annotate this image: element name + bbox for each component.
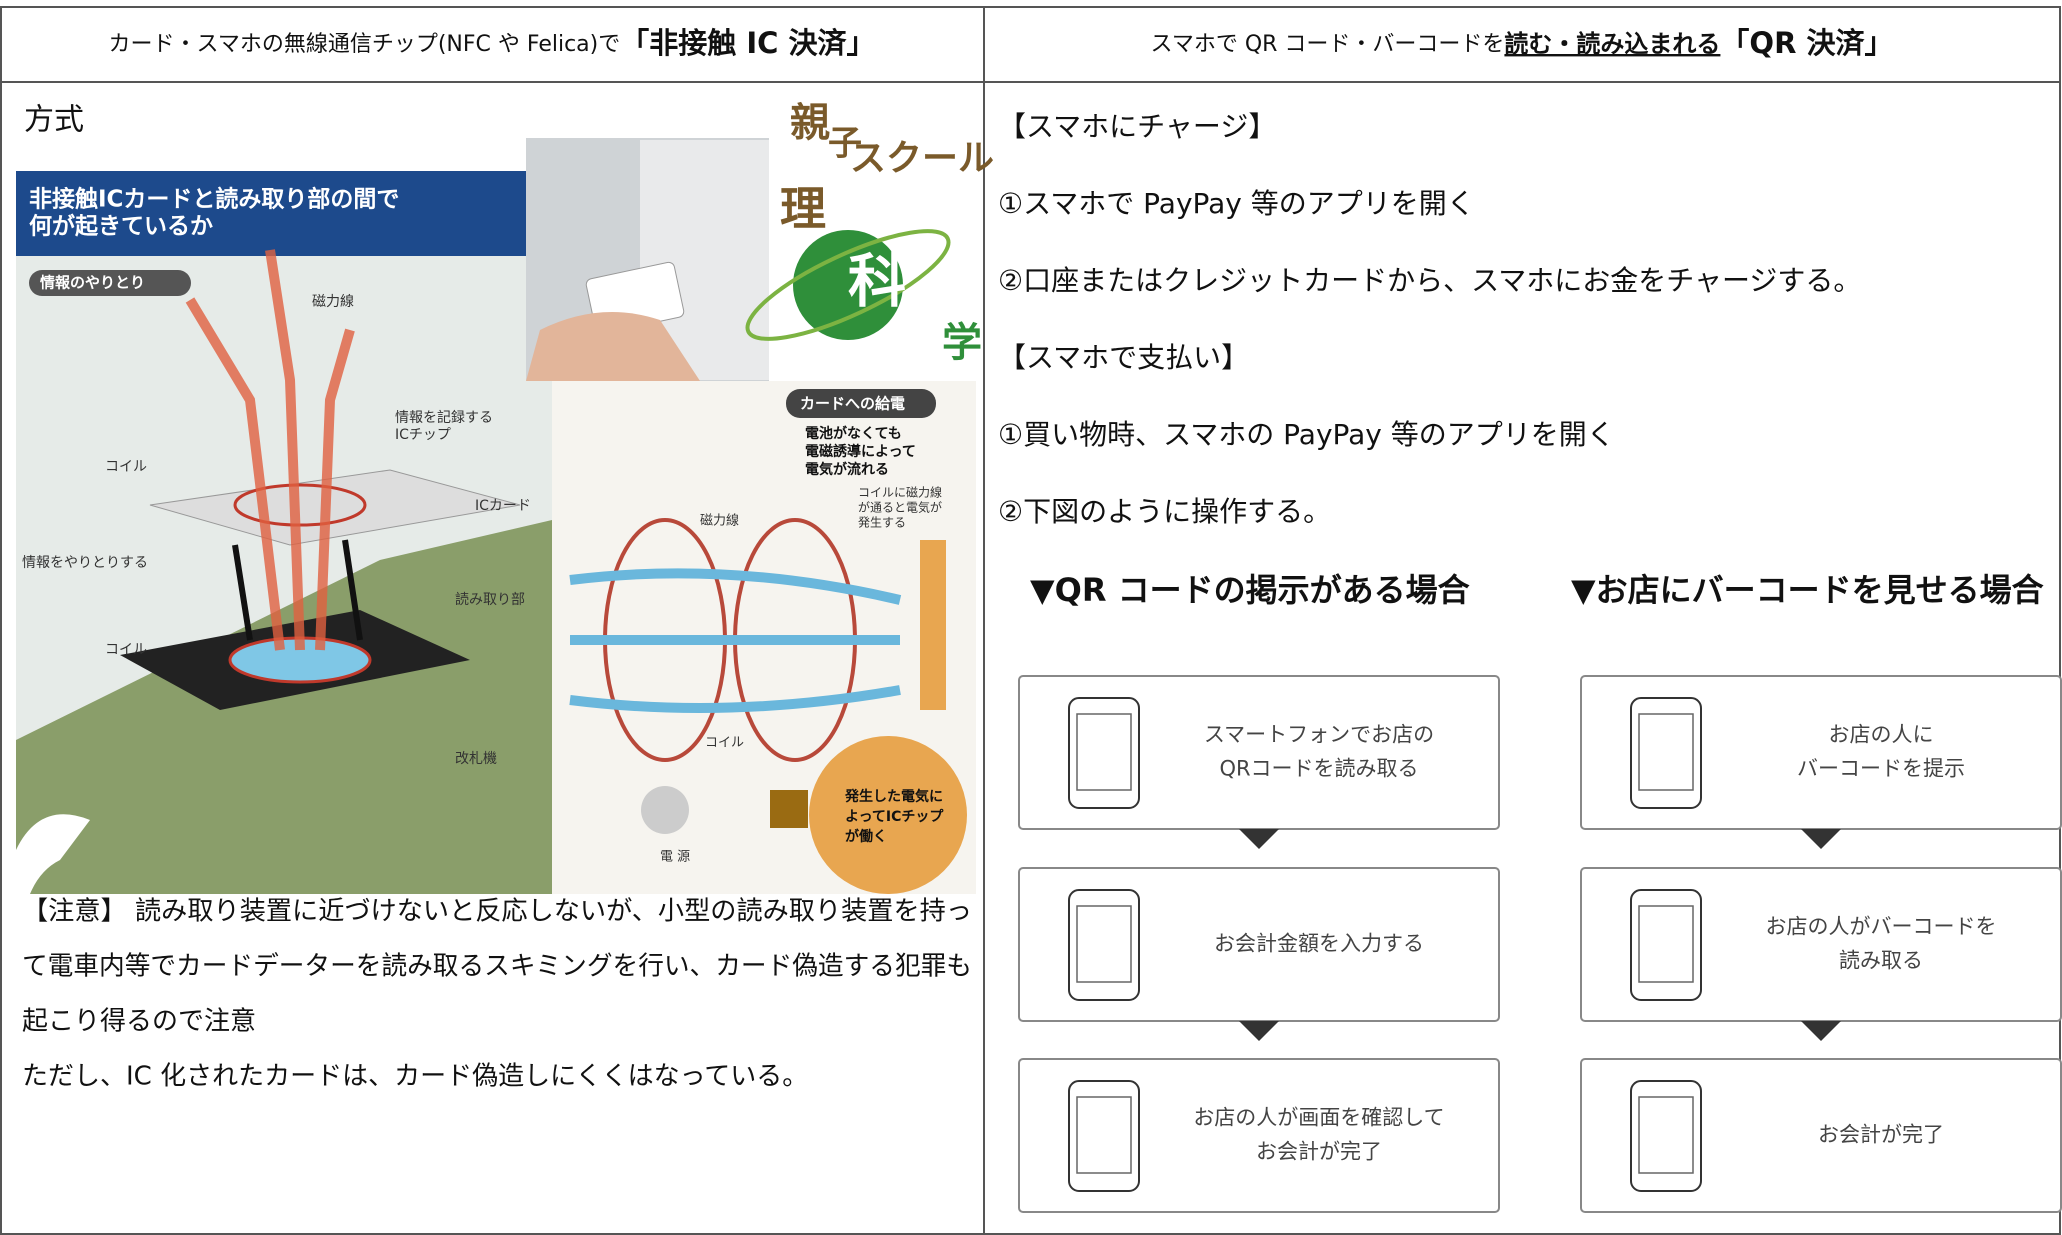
illustration-label: 電気が流れる: [805, 461, 889, 478]
panel-title: 非接触ICカードと読み取り部の間で: [29, 186, 399, 213]
gate-floor: [16, 520, 552, 894]
logo-circle: [793, 230, 903, 340]
illustration-label: カードへの給電: [800, 395, 905, 413]
ic-chip: [770, 790, 808, 828]
step-text: 読み取る: [1839, 949, 1923, 973]
illustration-label: 電 源: [660, 850, 690, 865]
header-text: スマホで QR コード・バーコードを: [1150, 32, 1504, 57]
illustration-label: コイルに磁力線: [858, 485, 942, 500]
note-line: 起こり得るので注意: [22, 1007, 256, 1037]
flow-title: ▼お店にバーコードを見せる場合: [1571, 571, 2044, 609]
title-panel: [16, 171, 526, 256]
section-heading: 方式: [24, 103, 84, 138]
header-right: スマホで QR コード・バーコードを読む・読み込まれる「QR 決済」: [1150, 26, 1893, 60]
power-pill: [786, 389, 936, 418]
ic-card: [149, 469, 521, 546]
illustration-label: 発生する: [858, 516, 906, 530]
illustration-label: 情報をやりとりする: [22, 555, 148, 571]
photo-hand: [526, 312, 700, 381]
illustration-label: 読み取り部: [455, 591, 525, 608]
illustration: [16, 138, 976, 894]
illustration-label: が通ると電気が: [858, 500, 942, 515]
header-emphasis: 「QR 決済」: [1720, 26, 1893, 60]
output-circle: [809, 736, 967, 894]
illustration-label: ICチップ: [395, 427, 451, 443]
step-text: お会計が完了: [1818, 1123, 1944, 1147]
step-arrow: [1239, 1021, 1279, 1041]
table-border: [0, 6, 2061, 1235]
header-text: カード・スマホの無線通信チップ(NFC や Felica)で: [108, 32, 620, 57]
step-icon-screen: [1638, 1096, 1694, 1174]
step-icon: [1630, 697, 1702, 809]
step-text: お店の人に: [1829, 723, 1934, 747]
header-left: カード・スマホの無線通信チップ(NFC や Felica)で「非接触 IC 決済…: [108, 26, 875, 60]
logo-text: 親: [790, 100, 830, 146]
illustration-label: 電池がなくても: [805, 425, 902, 442]
illustration-label: 改札機: [455, 751, 497, 767]
step-icon-screen: [1076, 1096, 1132, 1174]
instruction-line: ①買い物時、スマホの PayPay 等のアプリを開く: [998, 418, 1615, 451]
step-icon: [1068, 697, 1140, 809]
logo-text: 科: [848, 247, 906, 315]
header-emphasis: 「非接触 IC 決済」: [620, 26, 875, 60]
step-text: スマートフォンでお店の: [1204, 723, 1434, 747]
current-arrow: [920, 540, 946, 710]
instruction-line: ②下図のように操作する。: [998, 495, 1331, 528]
flux-arrows: [569, 568, 902, 713]
gate-curve: [16, 814, 90, 894]
logo-ring: [745, 229, 951, 341]
illustration-label: 磁力線: [700, 513, 739, 529]
instruction-line: 【スマホで支払い】: [998, 341, 1249, 374]
step-text: お会計金額を入力する: [1214, 932, 1424, 956]
illustration-label: コイル: [105, 642, 147, 658]
illustration-label: 情報のやりとり: [40, 274, 145, 292]
illustration-label: 情報を記録する: [395, 409, 493, 426]
illustration-label: が働く: [845, 828, 887, 845]
step-text: お店の人が画面を確認して: [1193, 1106, 1444, 1130]
illustration-label: ICカード: [475, 498, 531, 514]
illustration-label: 磁力線: [312, 294, 354, 310]
step-icon: [1630, 889, 1702, 1001]
note-line: 【注意】 読み取り装置に近づけないと反応しないが、小型の読み取り装置を持っ: [22, 897, 972, 927]
illustration-label: よってICチップ: [845, 809, 944, 825]
instruction-line: 【スマホにチャージ】: [998, 110, 1276, 143]
illustration-label: 発生した電気に: [844, 788, 943, 805]
note-line: ただし、IC 化されたカードは、カード偽造しにくくはなっている。: [22, 1062, 808, 1092]
step-text: お会計が完了: [1256, 1140, 1382, 1164]
note-line: て電車内等でカードデーターを読み取るスキミングを行い、カード偽造する犯罪も: [22, 952, 972, 982]
illustration-label: コイル: [105, 459, 147, 475]
flow-title: ▼QR コードの掲示がある場合: [1030, 571, 1470, 609]
logo-text: スクール: [850, 138, 994, 179]
logo-text: 学: [942, 320, 982, 366]
step-text: バーコードを提示: [1797, 757, 1965, 781]
logo-text: 理: [780, 182, 826, 236]
step-arrow: [1239, 829, 1279, 849]
step-icon-screen: [1076, 713, 1132, 791]
step-icon-screen: [1076, 905, 1132, 983]
illustration-label: コイル: [705, 736, 744, 751]
step-arrow: [1801, 1021, 1841, 1041]
step-text: QRコードを読み取る: [1219, 757, 1418, 781]
illustration-label: 電磁誘導によって: [805, 443, 916, 460]
step-icon: [1068, 1080, 1140, 1192]
exchange-arrows: [232, 539, 363, 641]
power-source: [641, 786, 689, 834]
instruction-line: ①スマホで PayPay 等のアプリを開く: [998, 187, 1475, 220]
info-pill: [29, 270, 191, 296]
step-icon-screen: [1638, 713, 1694, 791]
header-underlined: 読む・読み込まれる: [1504, 30, 1720, 58]
step-icon-screen: [1638, 905, 1694, 983]
panel-title: 何が起きているか: [29, 213, 213, 240]
field-lines: [185, 249, 355, 651]
step-text: お店の人がバーコードを: [1766, 915, 1997, 939]
step-arrow: [1801, 829, 1841, 849]
logo-text: 子: [828, 124, 862, 164]
step-icon: [1068, 889, 1140, 1001]
step-icon: [1630, 1080, 1702, 1192]
instruction-line: ②口座またはクレジットカードから、スマホにお金をチャージする。: [998, 264, 1861, 297]
